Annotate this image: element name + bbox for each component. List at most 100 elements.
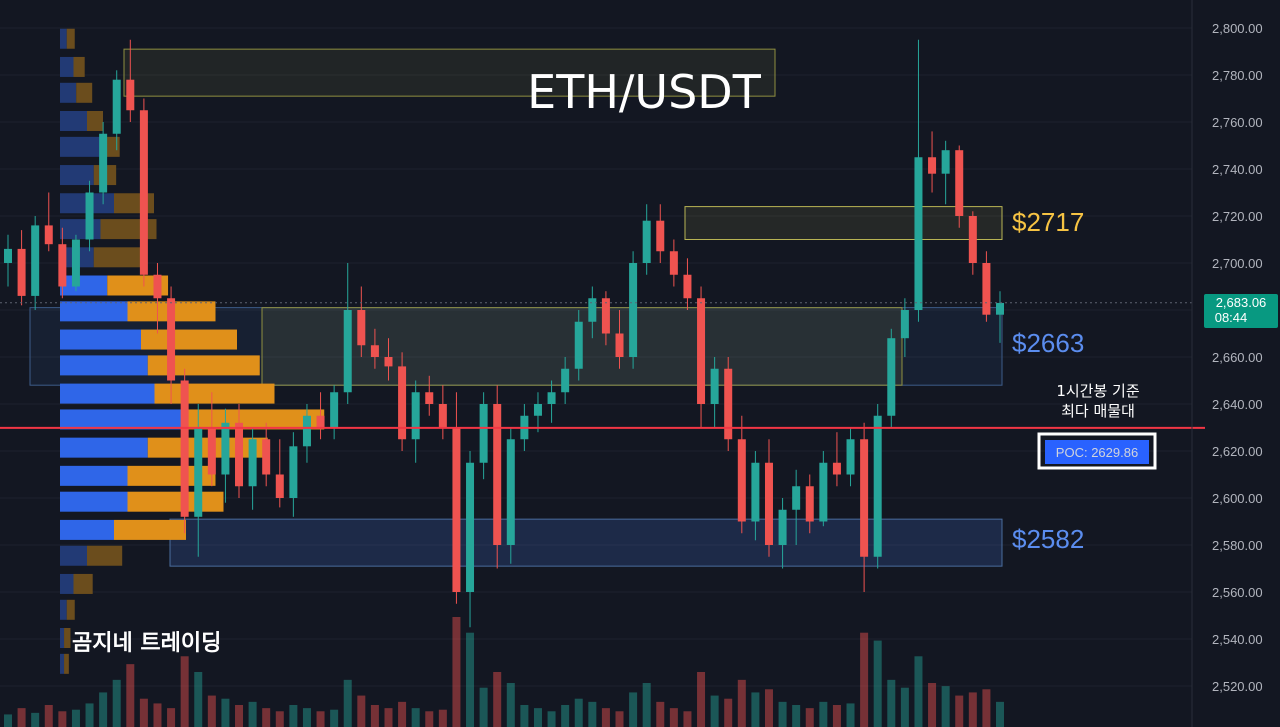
- profile-up-bar: [60, 28, 67, 49]
- volume-bar: [4, 714, 12, 727]
- volume-bar: [248, 701, 257, 727]
- volume-bar: [85, 703, 94, 727]
- candle-body: [357, 310, 366, 346]
- volume-bar: [710, 695, 719, 727]
- profile-up-bar: [60, 491, 128, 512]
- candle-body: [4, 248, 12, 263]
- candle-body: [343, 310, 352, 393]
- candle-body: [819, 462, 828, 522]
- candle-body: [941, 150, 950, 174]
- candle-body: [112, 79, 121, 134]
- volume-bar: [452, 617, 461, 727]
- volume-bar: [17, 708, 26, 727]
- candle-body: [425, 392, 434, 404]
- profile-down-bar: [114, 193, 154, 214]
- volume-bar: [438, 709, 447, 727]
- volume-bar: [601, 708, 610, 727]
- profile-down-bar: [127, 491, 224, 512]
- poc-label: POC: 2629.86: [1056, 445, 1138, 460]
- volume-bar: [656, 701, 665, 727]
- candlesticks[interactable]: [4, 39, 1004, 628]
- volume-bar: [642, 683, 651, 727]
- profile-down-bar: [114, 519, 186, 540]
- volume-bar: [629, 692, 638, 727]
- candle-body: [588, 298, 597, 322]
- profile-up-bar: [60, 355, 148, 376]
- zone-label-2663: $2663: [1012, 328, 1084, 358]
- candle-body: [710, 368, 719, 404]
- volume-bar: [302, 708, 311, 727]
- candle-body: [737, 439, 746, 522]
- profile-up-bar: [60, 301, 128, 322]
- volume-bar: [615, 711, 624, 727]
- volume-bar: [914, 656, 923, 727]
- volume-bar: [506, 683, 515, 727]
- profile-up-bar: [60, 519, 114, 540]
- profile-down-bar: [64, 653, 69, 674]
- volume-bar: [357, 695, 366, 727]
- candle-body: [71, 239, 80, 287]
- volume-bar: [955, 695, 964, 727]
- volume-bar: [832, 705, 841, 727]
- candle-body: [724, 368, 733, 440]
- volume-bar: [58, 711, 67, 727]
- profile-up-bar: [60, 573, 74, 594]
- profile-up-bar: [60, 165, 94, 186]
- current-price-countdown: 08:44: [1215, 310, 1248, 325]
- volume-bar: [316, 711, 325, 727]
- volume-bar: [194, 672, 203, 727]
- volume-bar: [384, 708, 393, 727]
- volume-bar: [996, 701, 1004, 727]
- volume-bar: [792, 705, 801, 727]
- profile-up-bar: [60, 409, 189, 430]
- volume-bar: [588, 701, 597, 727]
- candle-body: [58, 244, 67, 287]
- profile-up-bar: [60, 275, 108, 296]
- candle-body: [330, 392, 339, 428]
- candle-body: [126, 79, 135, 111]
- volume-bar: [207, 695, 216, 727]
- candle-body: [479, 404, 488, 463]
- volume-bar: [370, 705, 379, 727]
- price-axis[interactable]: 2,800.00 2,780.00 2,760.00 2,740.00 2,720.00…: [1191, 0, 1263, 727]
- profile-up-bar: [60, 545, 87, 566]
- profile-up-bar: [60, 329, 141, 350]
- volume-bar: [928, 683, 937, 727]
- candle-body: [452, 427, 461, 592]
- price-tick-label: 2,780.00: [1212, 68, 1263, 83]
- profile-down-bar: [73, 573, 93, 594]
- candle-body: [846, 439, 855, 475]
- profile-up-bar: [60, 628, 65, 648]
- price-tick-label: 2,600.00: [1212, 491, 1263, 506]
- candle-body: [194, 427, 203, 517]
- price-tick-label: 2,620.00: [1212, 444, 1263, 459]
- candle-body: [873, 415, 882, 557]
- poc-highlight-box: [1037, 432, 1157, 470]
- candle-body: [411, 392, 420, 440]
- profile-down-bar: [87, 111, 103, 131]
- candle-body: [493, 404, 502, 545]
- zone-label-2717: $2717: [1012, 207, 1084, 237]
- volume-bar: [71, 709, 80, 727]
- candle-body: [900, 310, 909, 339]
- price-tick-label: 2,760.00: [1212, 115, 1263, 130]
- volume-bar: [31, 712, 40, 727]
- profile-up-bar: [60, 383, 155, 404]
- volume-bar: [126, 664, 135, 727]
- profile-down-bar: [73, 56, 85, 77]
- candle-body: [968, 216, 977, 263]
- volume-bar: [533, 708, 542, 727]
- volume-bar: [900, 687, 909, 727]
- candle-body: [316, 415, 325, 428]
- candle-body: [262, 439, 271, 475]
- price-tick-label: 2,800.00: [1212, 21, 1263, 36]
- candle-body: [31, 225, 40, 296]
- price-tick-label: 2,560.00: [1212, 585, 1263, 600]
- poc-layer: [0, 302, 1205, 429]
- profile-down-bar: [87, 545, 123, 566]
- profile-down-bar: [141, 329, 237, 350]
- candle-body: [778, 509, 787, 545]
- volume-bar: [683, 711, 692, 727]
- price-tick-label: 2,660.00: [1212, 350, 1263, 365]
